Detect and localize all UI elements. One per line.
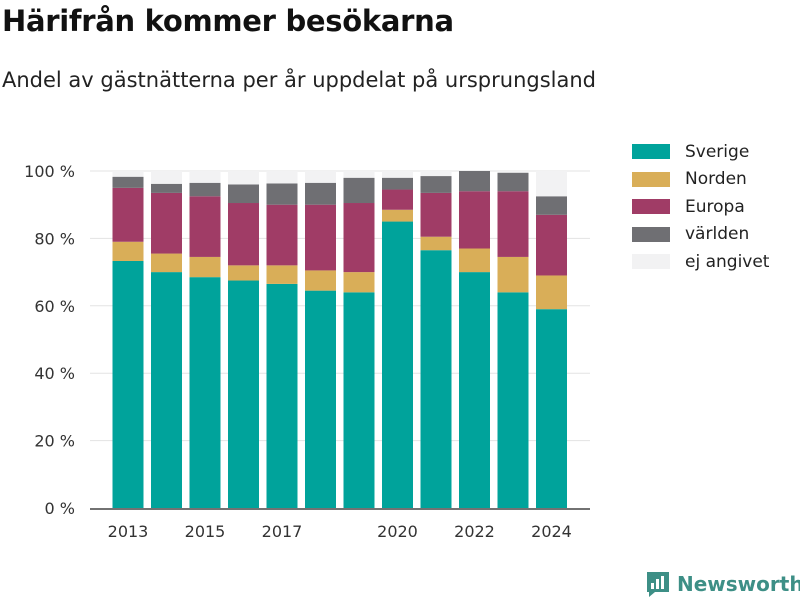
bar-segment xyxy=(343,203,375,273)
x-tick-label: 2017 xyxy=(262,522,303,541)
bar-segment xyxy=(305,290,336,508)
legend-label: Norden xyxy=(685,169,747,190)
legend-item: Sverige xyxy=(632,138,769,166)
y-tick-label: 80 % xyxy=(34,229,75,248)
bar-segment xyxy=(112,171,144,177)
bar-segment xyxy=(228,184,259,204)
x-tick-label: 2022 xyxy=(454,522,495,541)
bar-segment xyxy=(536,171,567,197)
x-tick-label: 2024 xyxy=(531,522,572,541)
bar-segment xyxy=(497,191,529,257)
legend-swatch xyxy=(632,254,670,270)
bar-segment xyxy=(305,204,336,271)
bar-segment xyxy=(343,272,375,293)
bar-segment xyxy=(536,309,567,508)
brand-logo: Newsworthy xyxy=(645,570,800,598)
bar-segment xyxy=(151,272,182,508)
legend-item: ej angivet xyxy=(632,248,769,276)
legend-item: världen xyxy=(632,221,769,249)
x-tick-label: 2013 xyxy=(108,522,149,541)
bar-segment xyxy=(382,171,413,178)
bar-segment xyxy=(497,292,529,508)
bar-segment xyxy=(459,272,490,508)
y-tick-label: 40 % xyxy=(34,364,75,383)
bar-segment xyxy=(459,248,490,273)
bar-segment xyxy=(536,275,567,310)
bar-segment xyxy=(228,280,259,508)
bar-segment xyxy=(112,260,144,508)
bar-segment xyxy=(459,171,490,192)
bar-segment xyxy=(420,171,452,177)
bar-segment xyxy=(151,192,182,254)
bar-segment xyxy=(151,171,182,184)
legend-label: ej angivet xyxy=(685,251,770,272)
brand-name: Newsworthy xyxy=(677,572,800,596)
bar-segment xyxy=(536,196,567,215)
legend-swatch xyxy=(632,144,670,160)
chart-legend: Sverige Norden Europa världen ej angivet xyxy=(632,138,769,276)
bar-segment xyxy=(343,177,375,204)
bar-segment xyxy=(266,283,298,508)
bar-segment xyxy=(189,196,221,257)
bar-segment xyxy=(305,171,336,183)
bar-segment xyxy=(536,214,567,276)
bar-segment xyxy=(497,172,529,192)
bar-segment xyxy=(266,265,298,284)
newsworthy-logo-icon xyxy=(647,572,669,597)
bar-segment xyxy=(420,250,452,508)
bar-segment xyxy=(228,265,259,281)
legend-label: Sverige xyxy=(685,141,750,162)
chart-title: Härifrån kommer besökarna xyxy=(2,4,454,38)
bar-segment xyxy=(305,182,336,205)
bar-segment xyxy=(305,270,336,291)
bar-segment xyxy=(382,209,413,222)
bar-segment xyxy=(459,191,490,249)
bar-segment xyxy=(497,256,529,293)
legend-label: Europa xyxy=(685,196,745,217)
y-tick-label: 0 % xyxy=(45,499,75,518)
bar-segment xyxy=(382,177,413,190)
legend-item: Norden xyxy=(632,166,769,194)
legend-swatch xyxy=(632,171,670,187)
bar-segment xyxy=(112,187,144,242)
legend-swatch xyxy=(632,226,670,242)
y-tick-label: 60 % xyxy=(34,297,75,316)
bar-segment xyxy=(266,171,298,184)
bar-segment xyxy=(151,183,182,193)
bar-segment xyxy=(189,171,221,183)
legend-label: världen xyxy=(685,224,750,245)
bar-segment xyxy=(189,182,221,197)
bar-segment xyxy=(382,189,413,210)
bar-segment xyxy=(228,203,259,266)
x-tick-label: 2015 xyxy=(185,522,226,541)
y-tick-label: 100 % xyxy=(24,162,75,181)
bar-segment xyxy=(497,171,529,173)
bar-segment xyxy=(343,292,375,508)
legend-swatch xyxy=(632,199,670,215)
bar-segment xyxy=(266,204,298,266)
legend-item: Europa xyxy=(632,193,769,221)
bar-segment xyxy=(228,171,259,185)
bar-segment xyxy=(420,236,452,251)
chart-subtitle: Andel av gästnätterna per år uppdelat på… xyxy=(2,68,596,92)
bar-segment xyxy=(112,241,144,261)
bar-segment xyxy=(382,221,413,509)
bar-segment xyxy=(343,171,375,178)
bar-segment xyxy=(266,183,298,205)
bar-segment xyxy=(112,176,144,188)
bar-segment xyxy=(420,176,452,193)
bar-segment xyxy=(189,277,221,508)
bar-segment xyxy=(420,192,452,237)
bar-segment xyxy=(189,256,221,278)
y-tick-label: 20 % xyxy=(34,432,75,451)
bar-segment xyxy=(151,253,182,273)
x-tick-label: 2020 xyxy=(377,522,418,541)
